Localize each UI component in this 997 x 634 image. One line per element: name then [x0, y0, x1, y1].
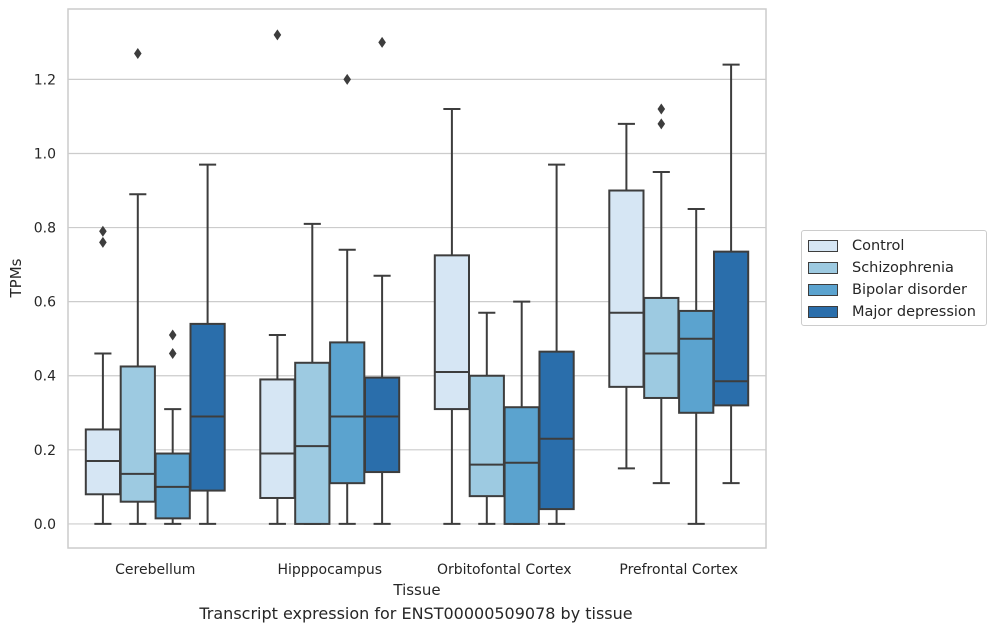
outlier-point-0	[657, 118, 666, 130]
outlier-point-0	[378, 36, 386, 48]
outlier-point-1	[657, 103, 666, 115]
legend-label-bipolar-disorder: Bipolar disorder	[852, 282, 967, 298]
legend-label-control: Control	[852, 238, 905, 254]
box-iqr	[643, 296, 680, 399]
outlier-point-0	[99, 236, 107, 248]
box-control-orbitofontal-cortex	[433, 108, 471, 525]
y-tick-label-1: 0.2	[34, 443, 56, 459]
box-iqr	[468, 374, 505, 498]
outlier-point-0	[168, 348, 177, 360]
box-iqr	[608, 189, 645, 388]
y-tick-label-3: 0.6	[34, 295, 56, 311]
box-iqr	[294, 361, 331, 525]
y-tick-label-5: 1.0	[34, 146, 56, 162]
box-schizophrenia-hipppocampus	[294, 222, 331, 525]
legend-item-schizophrenia: Schizophrenia	[808, 258, 954, 278]
y-axis-label: TPMs	[7, 258, 25, 298]
outlier-point-1	[168, 329, 177, 341]
legend-item-bipolar-disorder: Bipolar disorder	[808, 280, 967, 300]
box-iqr	[259, 378, 296, 499]
outlier-point-1	[99, 225, 107, 237]
box-schizophrenia-cerebellum	[119, 47, 156, 525]
y-tick-label-0: 0.0	[34, 517, 56, 533]
legend-item-major-depression: Major depression	[808, 302, 976, 322]
plot-frame	[67, 8, 767, 549]
y-tick-label-6: 1.2	[34, 72, 56, 88]
grid-lines	[68, 78, 766, 525]
box-groups	[84, 29, 750, 525]
box-iqr	[678, 309, 715, 414]
outlier-point-0	[273, 29, 282, 41]
box-control-hipppocampus	[259, 29, 296, 525]
box-iqr	[363, 376, 401, 474]
box-bipolar-disorder-prefrontal-cortex	[678, 208, 715, 525]
box-iqr	[538, 350, 575, 511]
legend-item-control: Control	[808, 236, 904, 256]
legend-swatch-schizophrenia	[808, 262, 838, 274]
legend-swatch-control	[808, 240, 838, 252]
box-bipolar-disorder-orbitofontal-cortex	[503, 300, 540, 525]
legend-swatch-bipolar-disorder	[808, 284, 838, 296]
x-axis-label: Tissue	[392, 581, 440, 599]
box-schizophrenia-prefrontal-cortex	[643, 103, 680, 485]
y-tick-label-2: 0.4	[34, 369, 56, 385]
box-iqr	[329, 341, 366, 485]
box-major-depression-orbitofontal-cortex	[538, 163, 575, 525]
x-tick-label-cerebellum: Cerebellum	[115, 562, 195, 578]
box-iqr	[712, 250, 750, 407]
outlier-point-0	[343, 73, 351, 85]
box-major-depression-prefrontal-cortex	[712, 63, 750, 485]
legend-label-major-depression: Major depression	[852, 304, 976, 320]
box-major-depression-hipppocampus	[363, 36, 401, 525]
box-control-prefrontal-cortex	[608, 122, 645, 470]
y-tick-labels: 0.0 0.2 0.4 0.6 0.8 1.0 1.2	[34, 72, 56, 533]
x-tick-label-hipppocampus: Hipppocampus	[277, 562, 382, 578]
x-tick-label-prefrontal-cortex: Prefrontal Cortex	[619, 562, 738, 578]
y-tick-label-4: 0.8	[34, 221, 56, 237]
chart-caption: Transcript expression for ENST0000050907…	[199, 604, 633, 623]
outlier-point-0	[134, 47, 142, 59]
legend: Control Schizophrenia Bipolar disorder M…	[801, 230, 987, 326]
box-iqr	[119, 365, 156, 503]
box-iqr	[433, 254, 471, 411]
x-tick-label-orbitofontal-cortex: Orbitofontal Cortex	[437, 562, 572, 578]
box-iqr	[189, 322, 226, 492]
box-bipolar-disorder-hipppocampus	[329, 73, 366, 525]
box-iqr	[503, 406, 540, 525]
x-tick-labels: Cerebellum Hipppocampus Orbitofontal Corte…	[115, 562, 738, 578]
box-control-cerebellum	[84, 225, 122, 525]
legend-swatch-major-depression	[808, 306, 838, 318]
legend-label-schizophrenia: Schizophrenia	[852, 260, 954, 276]
box-major-depression-cerebellum	[189, 163, 226, 525]
